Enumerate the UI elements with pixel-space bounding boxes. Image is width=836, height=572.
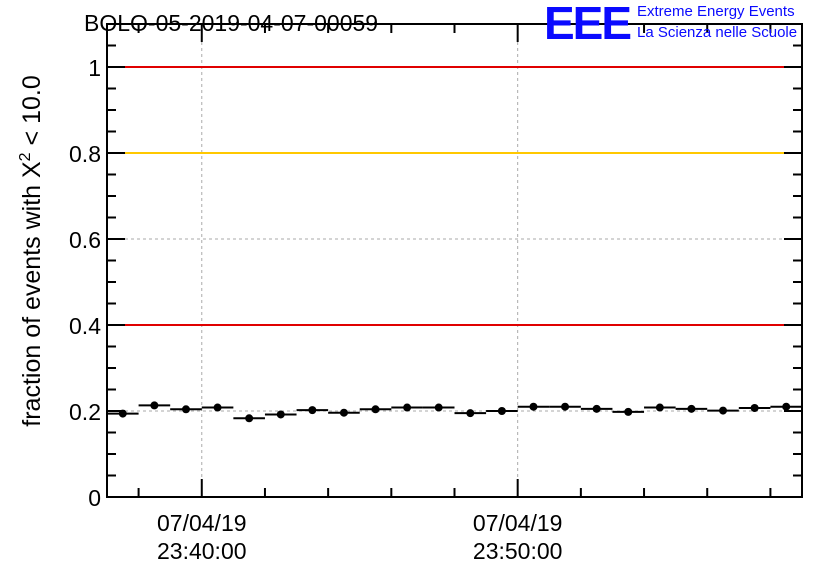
point-marker (150, 401, 159, 410)
data-point (707, 406, 739, 415)
x-tick-time: 23:40:00 (157, 538, 247, 564)
y-tick-label: 1 (88, 55, 101, 81)
data-point (644, 403, 676, 412)
point-marker (529, 402, 538, 411)
point-marker (434, 403, 443, 412)
data-point (296, 406, 329, 415)
point-marker (592, 404, 601, 413)
point-marker (466, 409, 475, 418)
tick-labels: 00.20.40.60.8107/04/1923:40:0007/04/1923… (69, 55, 562, 564)
point-marker (403, 403, 412, 412)
data-point (422, 403, 455, 412)
data-point (454, 409, 487, 418)
logo-line-1: Extreme Energy Events (637, 3, 795, 20)
data-point (612, 407, 645, 416)
data-point (675, 404, 708, 413)
point-marker (339, 408, 348, 417)
point-marker (276, 410, 285, 419)
data-point (738, 403, 771, 412)
data-point (170, 405, 202, 414)
data-point (549, 402, 581, 411)
y-tick-label: 0.4 (69, 313, 101, 339)
x-tick-date: 07/04/19 (157, 510, 247, 536)
data-point (770, 402, 802, 411)
point-marker (782, 402, 791, 411)
data-point (486, 407, 518, 415)
grid-lines (107, 24, 802, 497)
y-tick-label: 0.2 (69, 399, 101, 425)
y-tick-label: 0.8 (69, 141, 101, 167)
point-marker (719, 406, 728, 415)
data-point (233, 414, 265, 423)
point-marker (750, 403, 759, 412)
point-marker (655, 403, 664, 412)
data-points (107, 401, 802, 423)
point-marker (213, 403, 222, 412)
logo-line-2: La Scienza nelle Scuole (637, 24, 798, 41)
point-marker (497, 407, 506, 415)
x-tick-time: 23:50:00 (473, 538, 563, 564)
reference-lines (107, 66, 802, 326)
data-point (359, 405, 392, 414)
plot-frame (106, 23, 803, 498)
eee-logo: EEE (544, 0, 632, 49)
y-tick-label: 0.6 (69, 227, 101, 253)
data-point (201, 403, 234, 412)
point-marker (118, 409, 127, 418)
y-axis-label: fraction of events with X2 < 10.0 (17, 75, 46, 426)
point-marker (687, 404, 696, 413)
chart-title: BOLO-05-2019-04-07-00059 (84, 10, 379, 36)
data-point (264, 410, 297, 419)
data-point (517, 402, 550, 411)
x-tick-date: 07/04/19 (473, 510, 563, 536)
point-marker (245, 414, 254, 423)
data-point (138, 401, 171, 410)
point-marker (308, 406, 317, 415)
data-point (328, 408, 360, 417)
axis-ticks (107, 24, 802, 498)
y-tick-label: 0 (88, 485, 101, 511)
point-marker (181, 405, 190, 414)
point-marker (561, 402, 570, 411)
point-marker (624, 407, 633, 416)
data-point (580, 404, 613, 413)
data-point (107, 409, 139, 418)
point-marker (371, 405, 380, 414)
data-point (391, 403, 423, 412)
